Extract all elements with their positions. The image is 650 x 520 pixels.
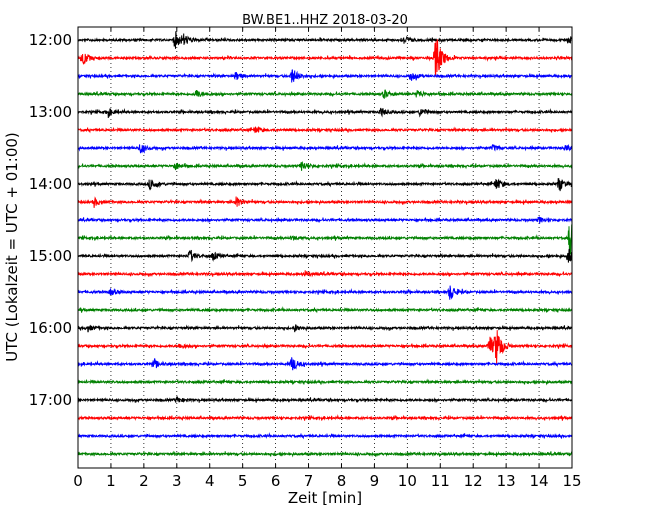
y-tick-label: 12:00 — [29, 31, 72, 49]
x-tick-label: 14 — [530, 472, 549, 490]
x-axis-label: Zeit [min] — [288, 489, 362, 507]
trace-1700 — [77, 395, 573, 404]
trace-1345 — [77, 161, 573, 171]
trace-1730 — [77, 432, 573, 440]
trace-1430 — [77, 216, 573, 224]
trace-1500 — [77, 248, 573, 263]
x-tick-label: 2 — [139, 472, 149, 490]
trace-1330 — [77, 143, 573, 154]
trace-1230 — [77, 69, 573, 83]
x-tick-label: 12 — [464, 472, 483, 490]
y-tick-label: 14:00 — [29, 175, 72, 193]
trace-1315 — [77, 126, 573, 134]
trace-1645 — [77, 378, 573, 386]
trace-1715 — [77, 414, 573, 422]
trace-1400 — [77, 178, 573, 192]
x-tick-label: 10 — [398, 472, 417, 490]
x-tick-label: 8 — [337, 472, 347, 490]
y-axis-label: UTC (Lokalzeit = UTC + 01:00) — [3, 132, 21, 362]
x-tick-label: 1 — [106, 472, 116, 490]
trace-1615 — [77, 330, 573, 365]
trace-1630 — [77, 357, 573, 371]
x-tick-label: 11 — [431, 472, 450, 490]
x-tick-label: 7 — [304, 472, 314, 490]
x-tick-label: 5 — [238, 472, 248, 490]
plot-frame — [77, 26, 573, 469]
trace-1200 — [77, 31, 573, 49]
y-tick-label: 16:00 — [29, 319, 72, 337]
trace-1245 — [77, 89, 573, 99]
x-tick-label: 15 — [562, 472, 581, 490]
y-tick-label: 17:00 — [29, 391, 72, 409]
y-tick-label: 15:00 — [29, 247, 72, 265]
trace-1530 — [77, 285, 573, 300]
x-tick-label: 0 — [73, 472, 83, 490]
x-tick-label: 9 — [370, 472, 380, 490]
x-tick-label: 3 — [172, 472, 182, 490]
trace-1545 — [77, 306, 573, 314]
trace-group — [77, 31, 573, 458]
x-tick-label: 6 — [271, 472, 281, 490]
grid-lines — [110, 27, 540, 468]
trace-1215 — [77, 39, 573, 77]
trace-1415 — [77, 196, 573, 208]
x-tick-label: 4 — [205, 472, 215, 490]
chart-title: BW.BE1..HHZ 2018-03-20 — [242, 13, 408, 28]
x-tick-label: 13 — [497, 472, 516, 490]
axis-ticks: 0 1 2 3 4 5 6 7 8 9 10 11 12 13 14 1512:0013:0014:0015:… — [29, 27, 582, 490]
y-tick-label: 13:00 — [29, 103, 72, 121]
trace-1745 — [77, 450, 573, 458]
trace-1445 — [77, 224, 573, 257]
trace-1515 — [77, 270, 573, 278]
trace-1300 — [77, 107, 573, 119]
trace-1600 — [77, 324, 573, 333]
